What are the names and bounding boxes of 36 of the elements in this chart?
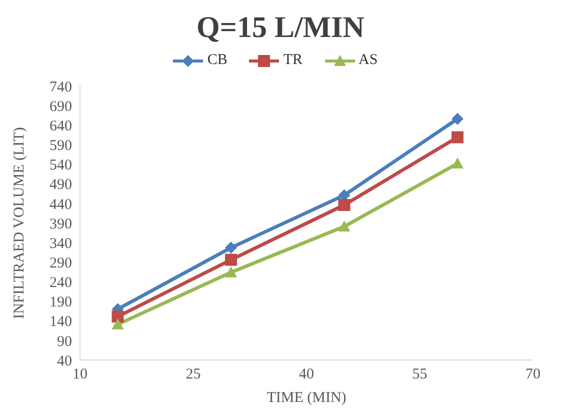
y-tick-label: 440 bbox=[50, 196, 72, 213]
y-tick-label: 590 bbox=[50, 138, 72, 154]
y-tick-label: 690 bbox=[50, 98, 72, 115]
point bbox=[338, 198, 350, 211]
y-tick-label: 640 bbox=[50, 118, 72, 134]
y-tick-label: 740 bbox=[50, 79, 72, 96]
y-tick-label: 390 bbox=[50, 216, 72, 232]
y-tick-label: 490 bbox=[50, 177, 72, 194]
y-tick-label: 40 bbox=[57, 353, 72, 370]
x-tick-label: 10 bbox=[72, 366, 88, 383]
y-tick-label: 190 bbox=[50, 294, 72, 311]
point bbox=[452, 158, 464, 169]
point bbox=[452, 131, 464, 144]
point bbox=[112, 310, 124, 323]
point bbox=[225, 242, 237, 254]
chart-title: Q=15 L/MIN bbox=[196, 10, 366, 46]
legend-label: AS bbox=[358, 52, 378, 69]
y-tick-label: 340 bbox=[50, 236, 72, 252]
y-tick-label: 140 bbox=[50, 314, 72, 330]
point bbox=[112, 318, 124, 330]
point bbox=[225, 254, 237, 266]
y-axis-title: INFILTRAED VOLUME (LIT) bbox=[11, 127, 28, 319]
point bbox=[452, 112, 464, 125]
x-tick-label: 55 bbox=[412, 366, 428, 383]
legend-label: CB bbox=[206, 52, 228, 69]
legend-label: TR bbox=[282, 52, 302, 69]
point bbox=[225, 266, 237, 278]
y-tick-label: 90 bbox=[57, 334, 72, 350]
x-tick-label: 25 bbox=[186, 366, 201, 383]
x-axis-title: TIME (MIN) bbox=[266, 390, 346, 406]
y-tick-label: 540 bbox=[50, 158, 72, 174]
y-tick-label: 240 bbox=[50, 275, 72, 292]
y-tick-label: 290 bbox=[50, 255, 72, 272]
point bbox=[338, 220, 350, 232]
x-tick-label: 40 bbox=[299, 366, 314, 383]
x-tick-label: 70 bbox=[526, 366, 540, 383]
